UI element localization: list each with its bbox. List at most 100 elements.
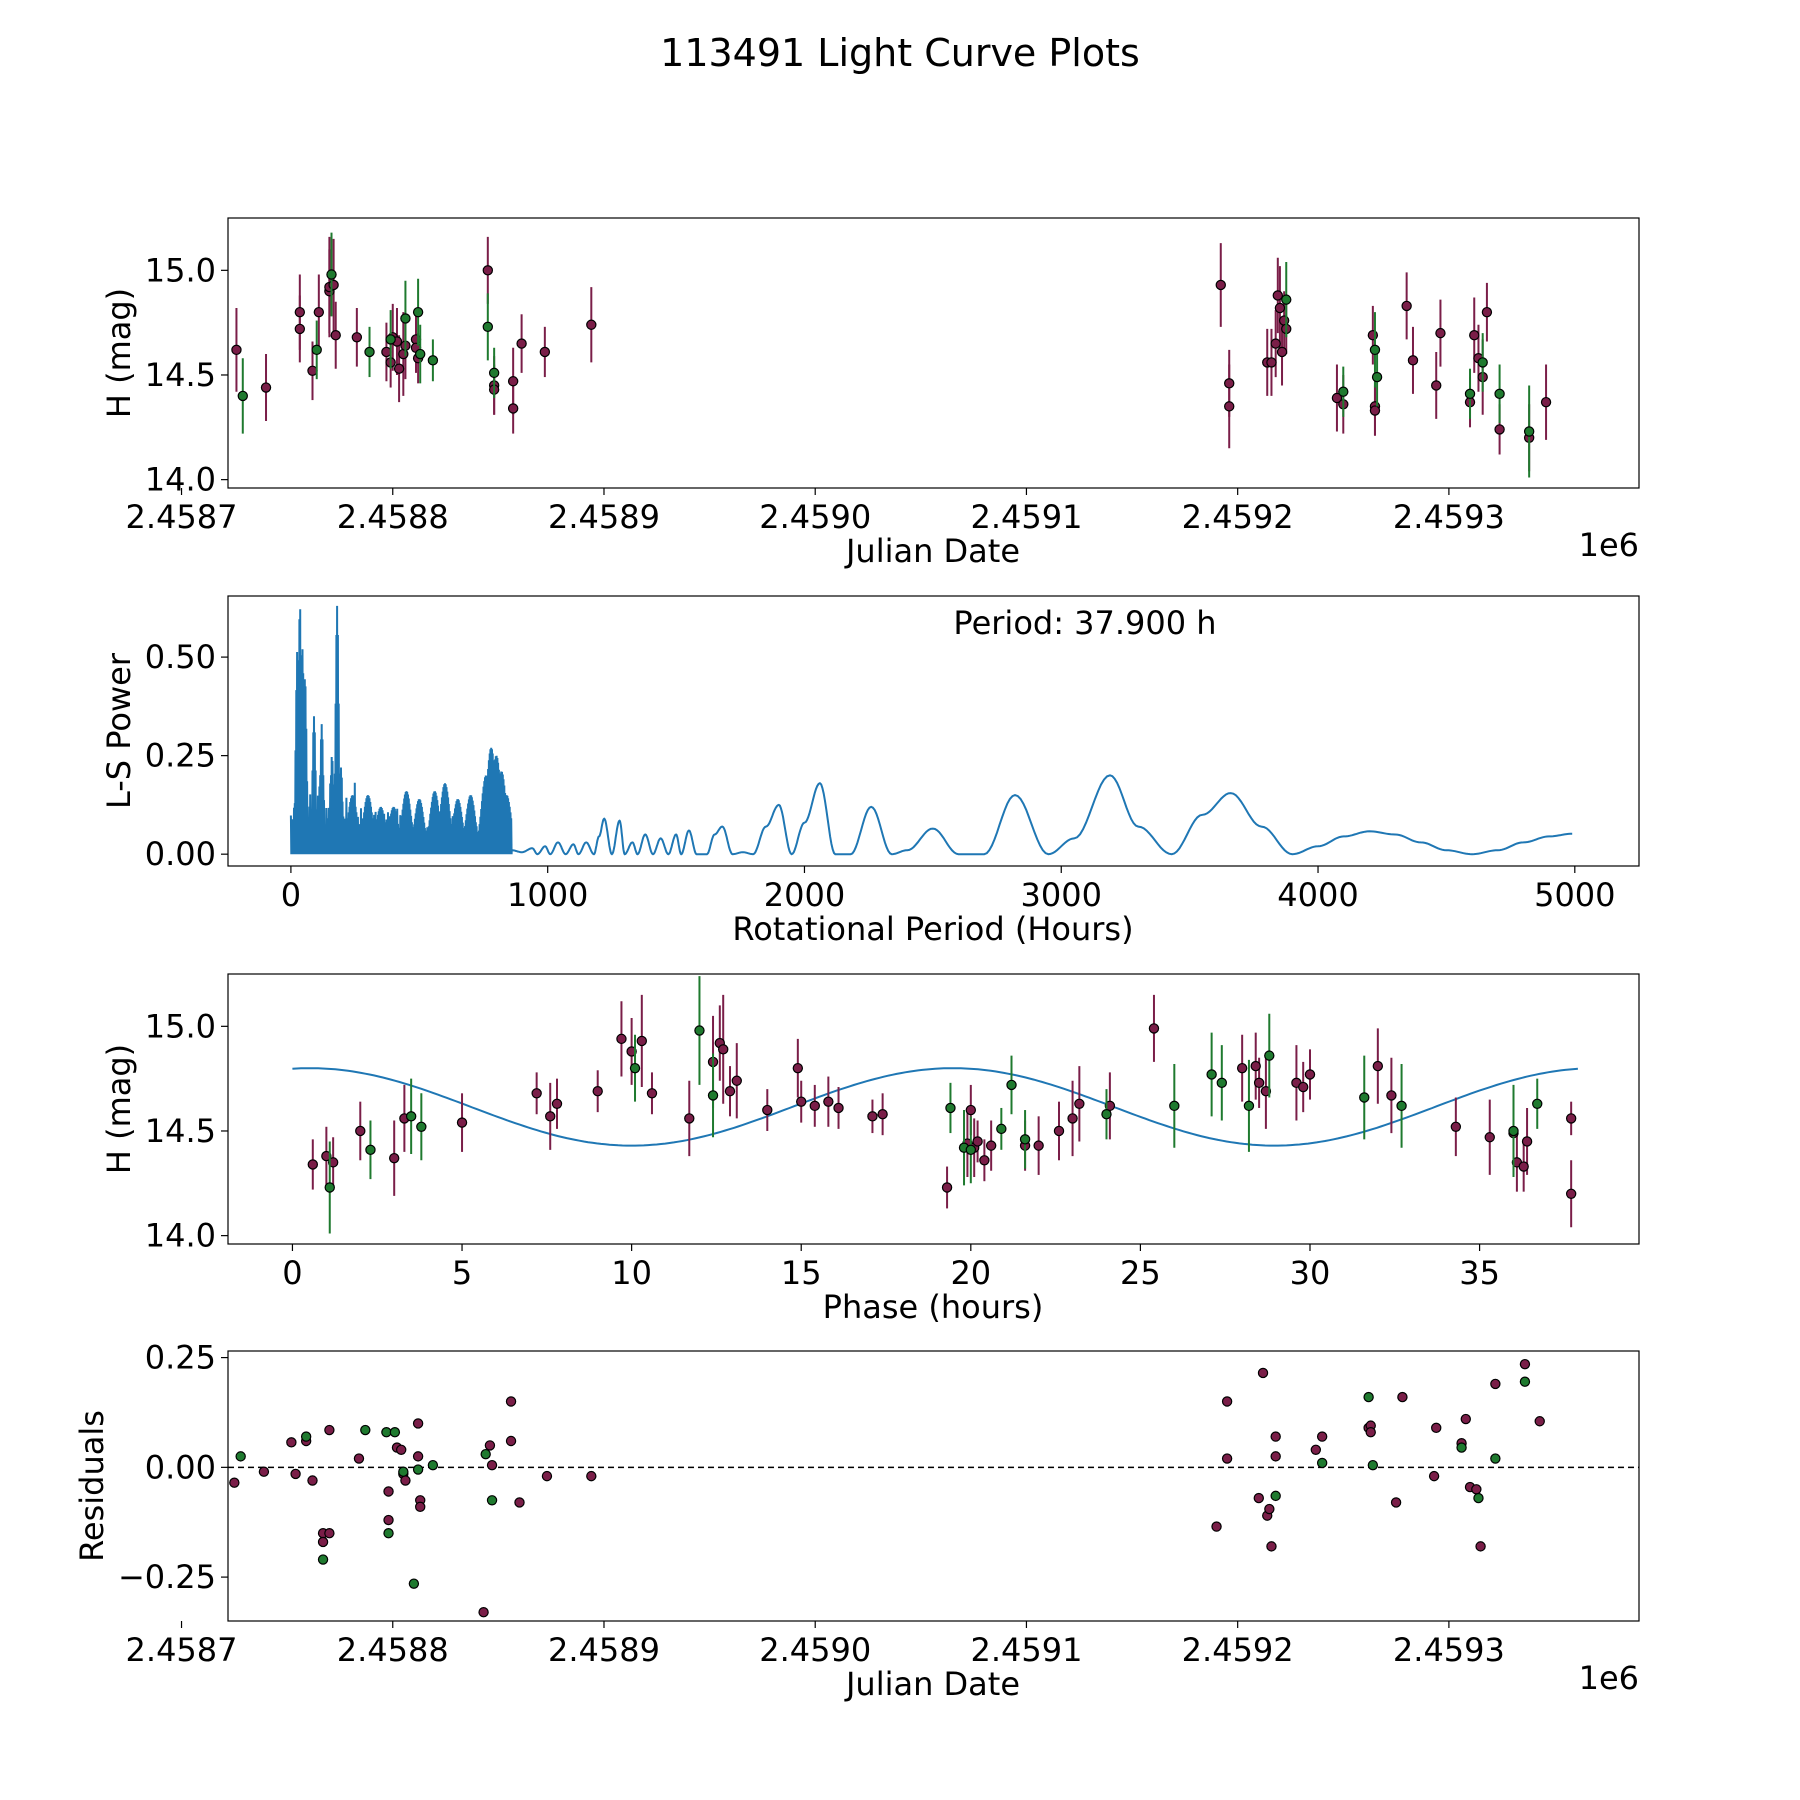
lightcurve-data-point: [231, 344, 242, 356]
phase-folded-y-tick-label: 14.5: [145, 1112, 216, 1150]
phase-folded-y-axis-label: H (mag): [100, 1044, 138, 1174]
phase-folded-data-point: [321, 1150, 332, 1162]
phase-folded-data-point: [551, 1098, 563, 1109]
phase-folded-data-point: [1518, 1161, 1529, 1172]
residuals-x-offset-label: 1e6: [1579, 1659, 1639, 1697]
lightcurve-data-point: [351, 332, 363, 343]
phase-folded-data-point: [626, 1046, 637, 1057]
lightcurve-data-point: [516, 338, 527, 349]
phase-folded-axes-frame: [227, 973, 1640, 1245]
phase-folded-data-point: [1565, 1113, 1577, 1124]
residuals-data-point: [1490, 1453, 1501, 1464]
phase-folded-data-point: [1216, 1077, 1228, 1089]
phase-folded-data-point: [1450, 1121, 1462, 1132]
residuals-data-point: [1519, 1376, 1531, 1387]
lightcurve-data-point: [586, 319, 597, 330]
periodogram-x-tick-label: 3000: [1021, 876, 1102, 914]
lightcurve-data-point: [326, 269, 337, 280]
phase-folded-data-point: [985, 1140, 997, 1151]
residuals-x-axis-label: Julian Date: [844, 1665, 1020, 1703]
lightcurve-data-point: [1469, 330, 1480, 341]
phase-folded-data-point: [324, 1182, 335, 1193]
figure-title: 113491 Light Curve Plots: [660, 31, 1140, 75]
residuals-data-point: [1519, 1358, 1531, 1370]
residuals-data-point: [1316, 1431, 1328, 1442]
lightcurve-data-point: [1477, 357, 1488, 368]
lightcurve-data-point: [1338, 386, 1349, 397]
phase-folded-x-tick-label: 20: [950, 1254, 991, 1292]
periodogram-y-tick-label: 0.00: [145, 835, 216, 873]
phase-folded-data-point: [1532, 1098, 1543, 1109]
phase-folded-data-point: [965, 1104, 977, 1116]
residuals-data-point: [484, 1440, 496, 1451]
lightcurve-data-point: [1270, 338, 1281, 349]
lightcurve-x-tick-label: 2.4593: [1393, 498, 1505, 536]
phase-folded-data-point: [1372, 1060, 1384, 1072]
residuals-data-point: [1431, 1422, 1442, 1434]
residuals-data-point: [1365, 1427, 1376, 1438]
lightcurve-data-point: [294, 306, 306, 318]
phase-folded-data-point: [592, 1086, 603, 1097]
residuals-x-tick-label: 2.4592: [1182, 1631, 1294, 1669]
lightcurve-data-point: [412, 306, 424, 318]
lightcurve-data-point: [393, 363, 405, 374]
residuals-data-point: [1397, 1391, 1408, 1403]
lightcurve-axes-frame: [227, 217, 1640, 489]
periodogram-x-axis-label: Rotational Period (Hours): [732, 910, 1133, 948]
lightcurve-data-point: [1401, 300, 1412, 312]
lightcurve-data-point: [1494, 388, 1505, 400]
residuals-x-tick-label: 2.4590: [759, 1631, 871, 1669]
lightcurve-data-point: [1281, 294, 1292, 305]
phase-folded-data-point: [965, 1144, 977, 1156]
phase-folded-data-point: [365, 1144, 376, 1156]
lightcurve-data-point: [1407, 355, 1419, 366]
phase-folded-data-point: [1101, 1109, 1112, 1120]
phase-folded-data-point: [1169, 1100, 1180, 1112]
lightcurve-data-point: [237, 390, 248, 402]
lightcurve-x-tick-label: 2.4589: [548, 498, 660, 536]
lightcurve-data-point: [427, 355, 439, 366]
phase-folded-data-point: [1565, 1188, 1577, 1199]
lightcurve-data-point: [1481, 306, 1493, 318]
lightcurve-data-point: [364, 346, 375, 358]
residuals-data-point: [389, 1427, 401, 1438]
phase-folded-y-tick-label: 15.0: [145, 1007, 216, 1045]
phase-folded-data-point: [867, 1111, 878, 1122]
lightcurve-data-point: [482, 265, 494, 276]
phase-folded-data-point: [1148, 1023, 1160, 1034]
phase-folded-data-point: [388, 1152, 400, 1164]
lightcurve-data-point: [1367, 330, 1379, 341]
phase-folded-data-point: [1236, 1062, 1248, 1074]
residuals-data-point: [415, 1501, 426, 1513]
periodogram-y-axis-label: L-S Power: [100, 652, 138, 809]
residuals-data-point: [383, 1514, 394, 1526]
residuals-data-point: [1456, 1442, 1467, 1453]
lightcurve-data-point: [1224, 378, 1235, 389]
lightcurve-data-point: [1274, 302, 1286, 314]
phase-folded-data-point: [762, 1104, 773, 1116]
phase-folded-data-point: [724, 1086, 736, 1097]
lightcurve-data-point: [415, 348, 426, 360]
periodogram-panel: Period: 37.900 h Rotational Period (Hour…: [100, 595, 1640, 948]
phase-folded-x-tick-label: 5: [452, 1254, 472, 1292]
periodogram-x-tick-label: 4000: [1277, 876, 1358, 914]
lightcurve-data-point: [381, 346, 392, 358]
residuals-data-point: [229, 1477, 240, 1488]
lightcurve-data-point: [260, 382, 272, 393]
periodogram-y-tick-label: 0.25: [145, 737, 216, 775]
lightcurve-y-axis-label: H (mag): [100, 288, 138, 418]
residuals-x-tick-label: 2.4588: [337, 1631, 449, 1669]
phase-folded-data-point: [718, 1044, 729, 1055]
phase-folded-data-point: [941, 1182, 953, 1193]
phase-folded-data-point: [1206, 1069, 1217, 1080]
phase-folded-data-point: [1019, 1134, 1031, 1145]
residuals-data-point: [541, 1470, 553, 1482]
phase-folded-panel: Phase (hours) H (mag) 0 5 10 15 20 25 30 35 14.0…: [100, 973, 1640, 1326]
residuals-y-tick-label: 0.00: [145, 1448, 216, 1486]
phase-folded-x-axis-label: Phase (hours): [823, 1288, 1044, 1326]
residuals-data-point: [505, 1435, 517, 1447]
lightcurve-x-axis-label: Julian Date: [844, 532, 1020, 570]
residuals-data-point: [360, 1424, 371, 1436]
phase-folded-data-point: [307, 1159, 318, 1170]
